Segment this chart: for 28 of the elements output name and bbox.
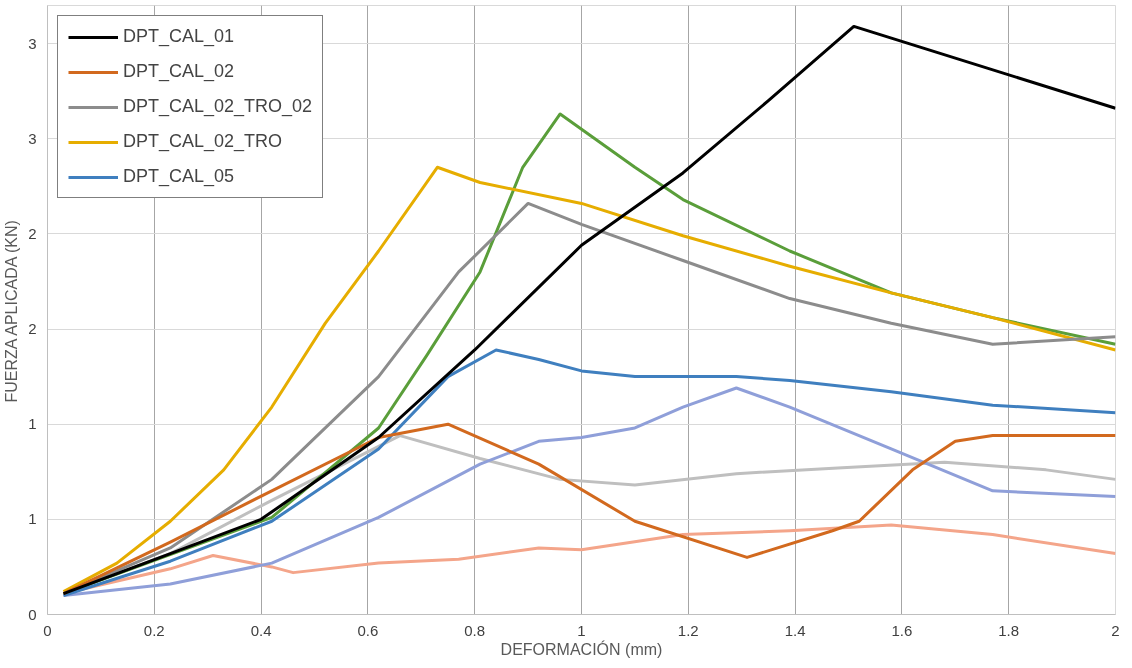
x-tick-label: 1.2 bbox=[677, 621, 699, 639]
x-tick-label: 0.8 bbox=[464, 621, 486, 639]
x-tick-label: 0.6 bbox=[357, 621, 379, 639]
x-tick-label: 1.4 bbox=[784, 621, 806, 639]
y-tick-label: 3 bbox=[28, 129, 37, 147]
y-axis-title: FUERZA APLICADA (KN) bbox=[3, 220, 21, 403]
x-tick-label: 1 bbox=[577, 621, 586, 639]
line-series bbox=[62, 348, 1116, 597]
y-tick-label: 0 bbox=[28, 605, 37, 623]
legend-label: DPT_CAL_02_TRO_02 bbox=[123, 96, 313, 117]
line-series bbox=[62, 386, 1116, 597]
line-series bbox=[62, 24, 1116, 596]
y-tick-label: 2 bbox=[28, 224, 37, 242]
y-tick-label: 1 bbox=[28, 510, 37, 528]
y-tick-label: 2 bbox=[28, 320, 37, 338]
x-tick-label: 1.6 bbox=[891, 621, 913, 639]
legend-label: DPT_CAL_02 bbox=[123, 61, 235, 82]
y-tick-label: 3 bbox=[28, 34, 37, 52]
x-tick-label: 0 bbox=[43, 621, 52, 639]
y-tick-label: 1 bbox=[28, 415, 37, 433]
x-tick-label: 1.8 bbox=[998, 621, 1020, 639]
x-tick-label: 0.4 bbox=[250, 621, 272, 639]
legend-label: DPT_CAL_02_TRO bbox=[123, 131, 283, 152]
x-tick-label: 0.2 bbox=[143, 621, 165, 639]
legend-label: DPT_CAL_05 bbox=[123, 166, 235, 187]
x-tick-label: 2 bbox=[1111, 621, 1120, 639]
legend-label: DPT_CAL_01 bbox=[123, 26, 235, 47]
x-axis-title: DEFORMACIÓN (mm) bbox=[500, 639, 663, 658]
